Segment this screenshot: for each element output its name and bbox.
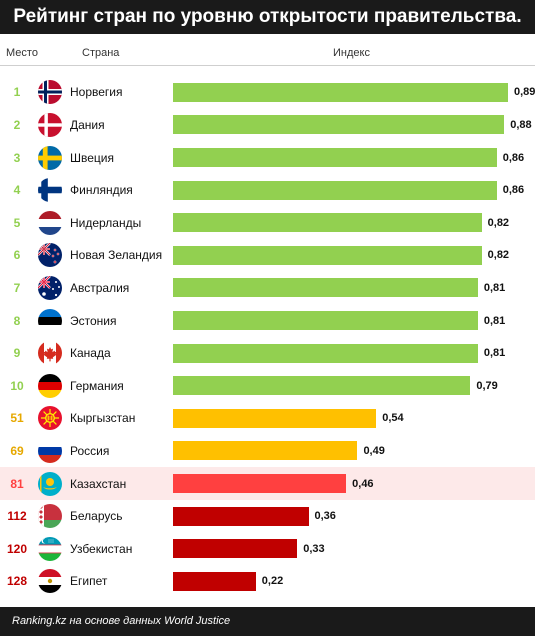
country-label: Германия [70,378,124,393]
footer-source: Ranking.kz на основе данных World Justic… [0,607,535,636]
value-label: 0,82 [487,249,510,262]
belarus-flag-icon [38,504,62,529]
bar [173,278,478,298]
bar [173,441,358,461]
rank-label: 10 [10,378,24,393]
bar [173,148,497,167]
country-label: Новая Зеландия [70,248,163,263]
rank-label: 6 [13,248,21,263]
country-label: Норвегия [70,85,123,100]
rank-label: 81 [10,476,24,491]
bar [173,506,309,526]
rank-label: 120 [6,541,28,556]
country-label: Нидерланды [70,215,142,230]
rank-label: 4 [13,183,21,198]
header-divider [0,65,535,66]
rank-label: 128 [6,574,28,589]
country-label: Узбекистан [70,541,133,556]
russia-flag-icon [38,438,62,463]
country-label: Канада [70,346,111,361]
rank-label: 7 [13,280,21,295]
denmark-flag-icon [38,112,62,137]
country-label: Эстония [70,313,117,328]
rank-label: 51 [10,411,24,426]
value-label: 0,86 [502,151,525,164]
uzbekistan-flag-icon [38,536,62,561]
value-label: 0,89 [514,86,535,99]
bar [173,245,482,265]
country-label: Кыргызстан [70,411,136,426]
country-label: Беларусь [70,509,123,524]
new-zealand-flag-icon [38,243,62,268]
header-rank: Место [6,47,38,59]
australia-flag-icon [38,275,62,300]
bar [173,408,377,428]
bar [173,115,505,135]
rank-label: 112 [7,509,27,524]
rank-label: 5 [13,215,21,230]
header-index: Индекс [333,47,370,59]
country-label: Казахстан [70,476,127,491]
netherlands-flag-icon [38,210,62,235]
bar [173,376,471,396]
footer-text: Ranking.kz на основе данных World Justic… [12,615,231,627]
value-label: 0,54 [382,412,404,425]
country-label: Финляндия [70,183,133,198]
bar [173,213,482,233]
country-label: Египет [70,574,108,589]
egypt-flag-icon [38,569,62,594]
kyrgyzstan-flag-icon [38,406,62,431]
country-label: Россия [70,443,110,458]
norway-flag-icon [38,80,62,105]
country-label: Швеция [70,150,114,165]
chart-title: Рейтинг стран по уровню открытости прави… [0,0,535,61]
rank-label: 3 [13,150,21,165]
bar [173,571,256,591]
rank-label: 2 [13,117,21,132]
germany-flag-icon [38,373,62,398]
bar [173,180,497,200]
bar [173,311,478,330]
value-label: 0,79 [476,379,498,392]
estonia-flag-icon [38,308,62,333]
finland-flag-icon [38,178,62,203]
header-country: Страна [82,47,120,59]
rank-label: 69 [10,443,24,458]
bar [173,82,508,102]
rank-label: 1 [13,85,21,100]
value-label: 0,82 [487,216,510,229]
value-label: 0,81 [483,281,506,294]
value-label: 0,81 [483,347,506,360]
value-label: 0,46 [352,477,374,490]
kazakhstan-flag-icon [38,471,62,496]
sweden-flag-icon [38,145,62,170]
country-label: Австралия [70,280,130,295]
rank-label: 8 [13,313,21,328]
country-label: Дания [70,117,105,132]
rank-label: 9 [13,346,21,361]
value-label: 0,49 [363,444,385,457]
bar [173,539,298,559]
value-label: 0,81 [483,314,506,327]
value-label: 0,36 [314,510,336,523]
value-label: 0,22 [261,575,284,588]
bar [173,343,478,363]
value-label: 0,88 [510,118,532,131]
value-label: 0,86 [502,184,525,197]
canada-flag-icon [38,341,62,366]
value-label: 0,33 [303,542,325,555]
bar [173,474,347,493]
